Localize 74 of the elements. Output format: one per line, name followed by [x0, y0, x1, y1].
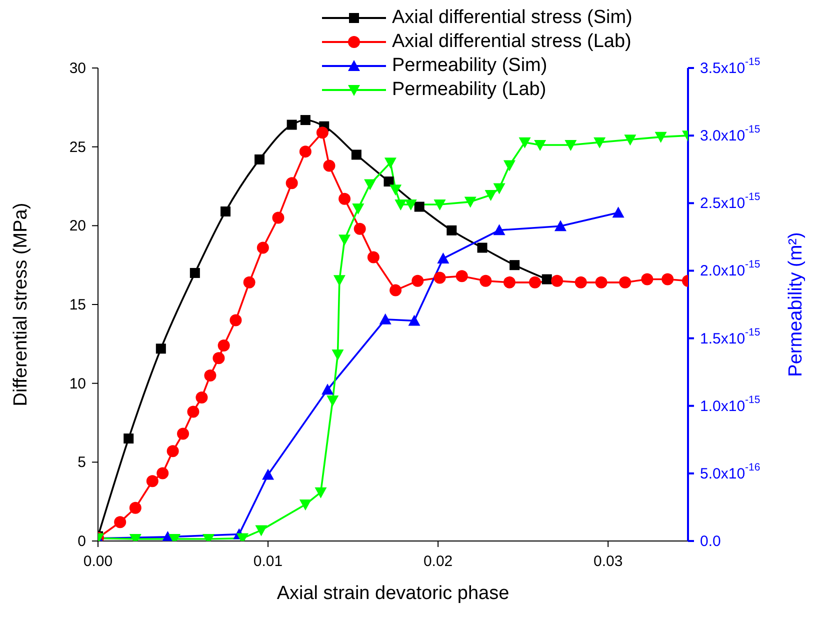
point — [574, 276, 587, 288]
y2-tick-label: 1.5x10$^{-15}$ — [700, 326, 760, 347]
point — [166, 445, 179, 458]
point — [204, 369, 216, 382]
point — [299, 146, 312, 158]
point — [446, 225, 457, 236]
point — [412, 274, 424, 287]
y2-tick-label: 3.5x10$^{-15}$ — [700, 56, 760, 76]
point — [230, 314, 242, 326]
point — [218, 339, 230, 352]
point — [124, 434, 134, 444]
point — [323, 160, 336, 172]
point — [662, 273, 674, 286]
point — [129, 502, 142, 514]
x-tick-label: 0.01 — [253, 552, 283, 570]
y-tick-label: 5 — [78, 454, 86, 471]
legend-label: Permeability (Sim) — [392, 55, 548, 77]
point — [190, 268, 200, 278]
point — [480, 274, 492, 287]
x-tick-label: 0.03 — [593, 552, 623, 570]
point — [114, 516, 126, 528]
point — [595, 276, 608, 288]
point — [256, 242, 269, 254]
y-tick-label: 25 — [69, 138, 86, 156]
point — [384, 176, 394, 187]
point — [338, 192, 351, 205]
point — [354, 222, 366, 235]
point — [619, 276, 632, 288]
x-tick-label: 0.02 — [423, 552, 453, 570]
point — [196, 392, 208, 404]
point — [551, 274, 564, 287]
point — [456, 270, 468, 282]
y2-tick-label: 1.0x10$^{-15}$ — [700, 394, 760, 414]
y2-tick-label: 0.0 — [700, 532, 721, 550]
y-tick-label: 0 — [78, 532, 86, 550]
y-tick-label: 20 — [69, 217, 86, 234]
y-tick-label: 15 — [69, 296, 86, 313]
y-axis-title: Differential stress (MPa) — [10, 202, 32, 406]
point — [351, 150, 362, 160]
y2-tick-label: 2.0x10$^{-15}$ — [700, 258, 760, 280]
legend-label: Permeability (Lab) — [392, 79, 546, 101]
point — [510, 260, 520, 270]
point — [146, 475, 158, 488]
point — [254, 154, 265, 164]
y-tick-label: 30 — [69, 60, 86, 76]
point — [434, 272, 446, 284]
y-tick-label: 10 — [69, 374, 86, 392]
point — [212, 352, 225, 364]
point — [390, 284, 402, 296]
y2-tick-label: 3.0x10$^{-15}$ — [700, 124, 760, 144]
legend-label: Axial differential stress (Sim) — [392, 7, 632, 29]
point — [286, 177, 298, 190]
y2-tick-label: 2.5x10$^{-15}$ — [700, 191, 760, 212]
point — [641, 273, 654, 286]
point — [243, 276, 256, 288]
y2-tick-label: 5.0x10$^{-16}$ — [700, 461, 760, 482]
point — [156, 344, 166, 354]
point — [220, 206, 231, 216]
point — [542, 274, 552, 284]
point — [316, 126, 328, 139]
point — [503, 276, 516, 288]
x-tick-label: 0.00 — [83, 552, 113, 570]
point — [477, 242, 488, 253]
legend-label: Axial differential stress (Lab) — [392, 31, 632, 53]
point — [272, 212, 284, 224]
point — [528, 276, 541, 288]
point — [286, 120, 297, 130]
point — [414, 202, 424, 212]
point — [156, 467, 169, 480]
point — [177, 428, 190, 440]
x-axis-title: Axial strain devatoric phase — [276, 583, 510, 604]
point — [300, 115, 310, 126]
point — [367, 251, 380, 264]
point — [187, 406, 200, 418]
